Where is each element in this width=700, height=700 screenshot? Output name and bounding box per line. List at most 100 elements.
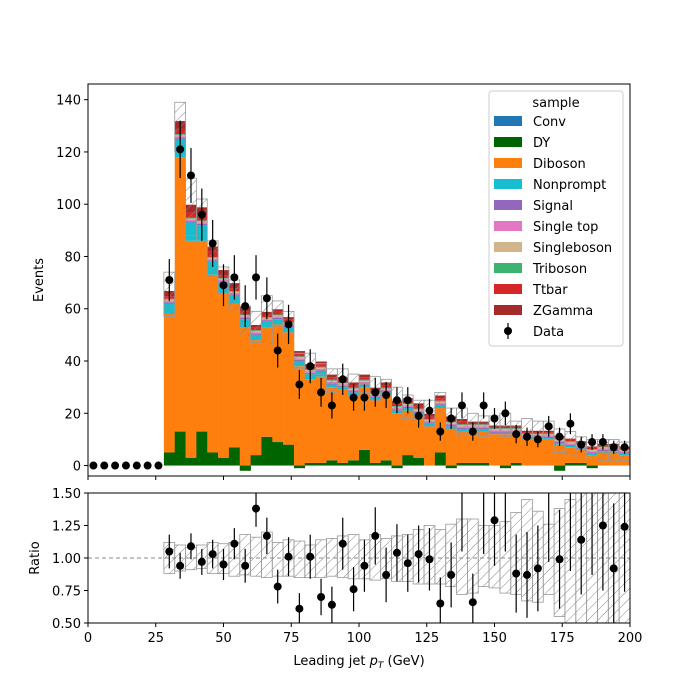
ratio-point-28 [468, 598, 477, 607]
bar-nonprompt-30 [489, 432, 501, 435]
unc-band-bin-14 [315, 363, 327, 375]
legend-data-marker [504, 327, 512, 335]
data-point-37 [490, 414, 499, 423]
ratio-ytick-label-4: 1.50 [52, 487, 81, 502]
legend-label-diboson: Diboson [533, 157, 586, 172]
legend-label-conv: Conv [533, 115, 566, 130]
legend-swatch-dy [494, 137, 522, 147]
ratio-point-12 [295, 604, 304, 613]
data-point-3 [121, 461, 130, 470]
data-point-6 [154, 461, 163, 470]
bar-dy-5 [218, 457, 230, 466]
ratio-x-ticks: 0 25 50 75 100 125 150 175 200 [84, 623, 642, 646]
bar-diboson-20 [380, 394, 392, 461]
bar-dy-21 [391, 465, 403, 469]
ratio-ytick-label-2: 1.00 [52, 552, 81, 567]
ratio-point-18 [360, 561, 369, 570]
data-point-20 [306, 362, 315, 371]
ratio-ytick-label-0: 0.50 [52, 617, 81, 632]
ratio-xtick-label-0: 0 [84, 631, 92, 646]
data-point-19 [295, 380, 304, 389]
legend-label-nonprompt: Nonprompt [533, 178, 606, 193]
bar-dy-26 [445, 465, 457, 469]
ratio-xtick-label-7: 175 [550, 631, 575, 646]
ratio-point-30 [490, 516, 499, 525]
data-point-48 [609, 443, 618, 452]
main-ytick-label-3: 60 [64, 303, 81, 318]
ratio-point-5 [219, 560, 228, 569]
ratio-point-25 [436, 599, 445, 608]
bar-dy-25 [434, 452, 447, 466]
ratio-point-4 [208, 550, 217, 559]
ratio-xtick-label-2: 50 [215, 631, 232, 646]
bar-dy-14 [315, 462, 327, 466]
ratio-xtick-label-5: 125 [414, 631, 439, 646]
legend-swatch-singleboson [494, 242, 522, 252]
data-point-4 [132, 461, 141, 470]
bar-triboson-18 [359, 379, 371, 381]
bar-dy-28 [467, 462, 479, 466]
bar-diboson-39 [586, 455, 598, 466]
data-point-15 [252, 273, 261, 282]
data-point-31 [425, 406, 434, 415]
ratio-y-ticks: 0.50 0.75 1.00 1.25 1.50 [52, 487, 88, 632]
data-point-26 [371, 388, 380, 397]
legend-label-triboson: Triboson [532, 262, 587, 277]
bar-dy-3 [196, 431, 208, 466]
bar-dy-7 [239, 465, 251, 471]
data-point-49 [620, 443, 629, 452]
x-axis-title-unit: (GeV) [383, 654, 424, 669]
bar-dy-39 [586, 465, 598, 469]
legend-swatch-conv [494, 116, 522, 126]
main-ytick-label-2: 40 [64, 355, 81, 370]
data-point-33 [447, 414, 456, 423]
ratio-data-points [165, 493, 629, 623]
bar-diboson-17 [348, 394, 360, 461]
data-point-28 [392, 396, 401, 405]
bar-diboson-32 [510, 434, 522, 463]
bar-dy-10 [272, 442, 284, 466]
bar-dy-36 [554, 465, 566, 471]
data-point-21 [317, 388, 326, 397]
bar-dy-23 [413, 457, 425, 466]
x-axis-title-symbol: p [369, 654, 378, 669]
ratio-point-20 [382, 570, 391, 579]
bar-dy-16 [337, 462, 349, 466]
bar-dy-22 [402, 455, 414, 466]
data-point-40 [523, 432, 532, 441]
bar-diboson-18 [359, 387, 371, 450]
main-ytick-label-5: 100 [56, 198, 81, 213]
data-point-32 [436, 427, 445, 436]
ratio-point-40 [598, 521, 607, 530]
data-point-11 [208, 239, 217, 248]
bar-diboson-27 [456, 431, 468, 463]
legend-label-single-top: Single top [533, 220, 598, 235]
data-point-29 [403, 396, 412, 405]
bar-dy-18 [359, 449, 371, 466]
bar-dy-12 [293, 465, 306, 469]
data-point-12 [219, 281, 228, 290]
data-point-14 [241, 302, 250, 311]
bar-diboson-16 [337, 389, 349, 463]
data-point-27 [382, 390, 391, 399]
ratio-unc-band-bin-15 [326, 538, 338, 577]
bar-diboson-9 [261, 327, 273, 437]
bar-diboson-23 [413, 415, 425, 458]
bar-dy-6 [228, 447, 241, 466]
bar-diboson-28 [467, 431, 479, 463]
unc-band-bin-12 [293, 352, 306, 370]
data-point-24 [349, 393, 358, 402]
data-point-17 [273, 346, 282, 355]
bar-zgamma-12 [293, 351, 306, 354]
legend-label-singleboson: Singleboson [533, 241, 612, 256]
bar-diboson-3 [196, 240, 208, 432]
bar-diboson-10 [272, 324, 284, 443]
ratio-point-15 [327, 600, 336, 609]
unc-band-bin-15 [326, 368, 338, 393]
ratio-point-2 [186, 542, 195, 551]
ratio-point-16 [338, 539, 347, 548]
bar-dy-29 [478, 462, 490, 466]
bar-diboson-35 [543, 439, 555, 466]
bar-diboson-15 [326, 387, 338, 461]
data-point-10 [197, 210, 206, 219]
